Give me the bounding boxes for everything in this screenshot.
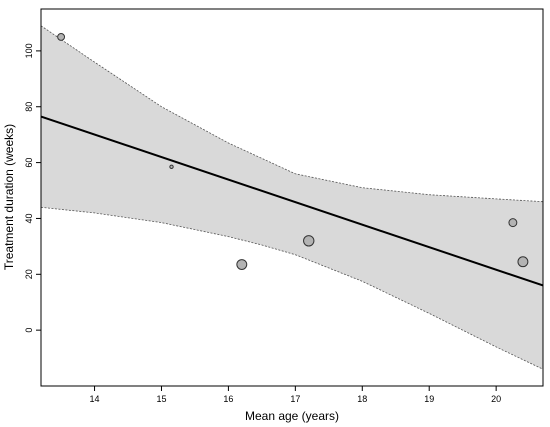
y-axis: 0 20 40 60 80 100 <box>24 43 41 333</box>
x-tick-label: 19 <box>424 394 434 404</box>
y-tick-label: 20 <box>24 269 34 279</box>
regression-line <box>41 115 543 287</box>
x-tick-label: 16 <box>223 394 233 404</box>
y-tick-label: 80 <box>24 102 34 112</box>
y-tick-label: 100 <box>24 43 34 58</box>
y-tick-label: 40 <box>24 213 34 223</box>
x-tick-label: 15 <box>156 394 166 404</box>
x-axis-title: Mean age (years) <box>245 409 339 423</box>
data-point <box>169 164 174 169</box>
confidence-band-lower <box>41 206 543 370</box>
x-tick-label: 20 <box>491 394 501 404</box>
data-point <box>57 32 66 41</box>
data-point <box>508 218 518 228</box>
y-tick-label: 60 <box>24 158 34 168</box>
confidence-band-upper <box>41 25 543 203</box>
y-axis-title: Treatment duration (weeks) <box>2 124 16 270</box>
x-tick-label: 14 <box>90 394 100 404</box>
data-point <box>517 256 529 268</box>
x-axis: 14 15 16 17 18 19 20 <box>90 386 501 404</box>
data-point <box>236 259 248 270</box>
y-tick-label: 0 <box>24 328 34 333</box>
x-tick-label: 17 <box>290 394 300 404</box>
plot-content <box>41 25 543 370</box>
x-tick-label: 18 <box>357 394 367 404</box>
plot-frame <box>40 8 544 387</box>
data-point <box>303 235 315 247</box>
confidence-band <box>41 25 543 370</box>
